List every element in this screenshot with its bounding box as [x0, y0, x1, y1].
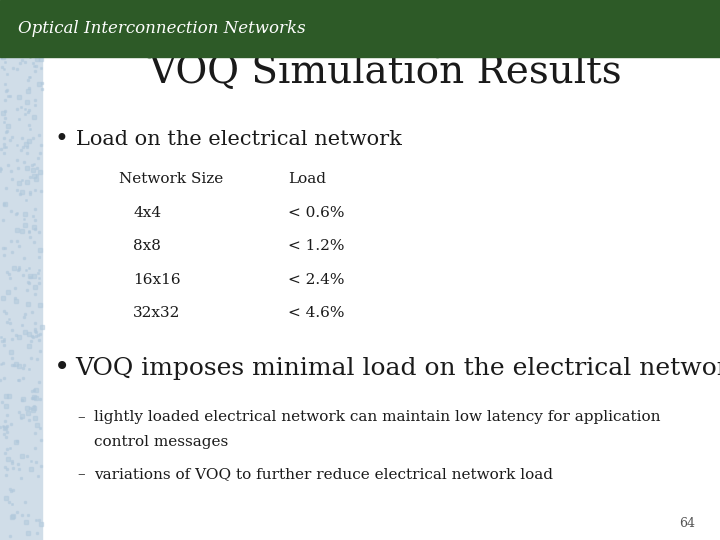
Text: VOQ imposes minimal load on the electrical network: VOQ imposes minimal load on the electric… [76, 357, 720, 380]
Text: control messages: control messages [94, 435, 228, 449]
Text: Network Size: Network Size [119, 172, 223, 186]
Text: variations of VOQ to further reduce electrical network load: variations of VOQ to further reduce elec… [94, 467, 553, 481]
Text: Load on the electrical network: Load on the electrical network [76, 130, 402, 149]
Text: 8x8: 8x8 [133, 239, 161, 253]
Text: < 4.6%: < 4.6% [288, 306, 344, 320]
Text: 4x4: 4x4 [133, 206, 161, 220]
Text: –: – [78, 410, 86, 424]
Text: Optical Interconnection Networks: Optical Interconnection Networks [18, 20, 305, 37]
Text: –: – [78, 467, 86, 481]
Text: •: • [54, 128, 68, 151]
Text: Load: Load [288, 172, 326, 186]
Bar [0, 57, 42, 540]
Text: •: • [54, 355, 71, 382]
Text: < 1.2%: < 1.2% [288, 239, 344, 253]
Text: < 0.6%: < 0.6% [288, 206, 344, 220]
Text: VOQ Simulation Results: VOQ Simulation Results [148, 55, 622, 91]
Text: lightly loaded electrical network can maintain low latency for application: lightly loaded electrical network can ma… [94, 410, 660, 424]
Text: 16x16: 16x16 [133, 273, 181, 287]
Text: 32x32: 32x32 [133, 306, 181, 320]
Bar [0, 0, 720, 57]
Text: < 2.4%: < 2.4% [288, 273, 344, 287]
Text: 64: 64 [679, 517, 695, 530]
